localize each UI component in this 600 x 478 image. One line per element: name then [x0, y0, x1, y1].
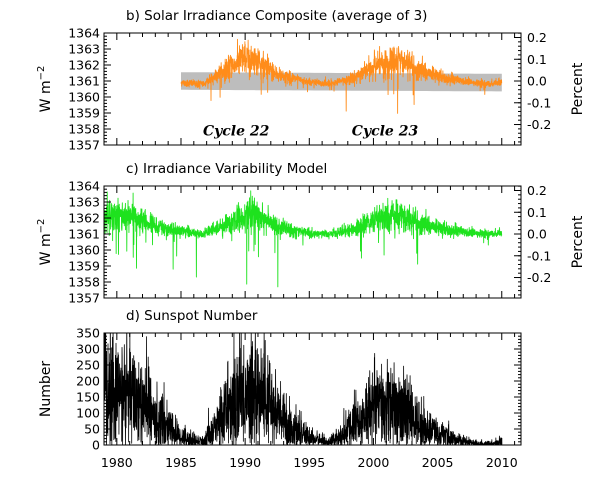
y2-tick-label: -0.2 — [527, 270, 551, 285]
y-tick-label: 1357 — [68, 138, 100, 153]
y-tick-label: 100 — [76, 406, 100, 421]
y-tick-label: 1358 — [68, 122, 100, 137]
series-composite — [180, 38, 503, 114]
y2-tick-label: 0.1 — [527, 205, 547, 220]
y-tick-label: 200 — [76, 374, 100, 389]
y-tick-label: 1363 — [68, 195, 100, 210]
y-tick-label: 0 — [92, 438, 100, 453]
cycle-annotation: Cycle 23 — [352, 123, 419, 139]
y-axis-label-exponent: −2 — [36, 219, 47, 234]
y-tick-label: 250 — [76, 358, 100, 373]
x-tick-label: 1985 — [165, 455, 197, 470]
y-tick-label: 1357 — [68, 291, 100, 306]
x-tick-label: 1995 — [293, 455, 325, 470]
x-tick-label: 1990 — [229, 455, 261, 470]
y-tick-label: 1364 — [68, 179, 100, 194]
y-tick-label: 150 — [76, 390, 100, 405]
y-tick-label: 1360 — [68, 243, 100, 258]
y-axis-label: W m−2 — [36, 219, 54, 266]
y-tick-label: 1362 — [68, 211, 100, 226]
y2-tick-label: -0.1 — [527, 95, 551, 110]
plot-frame — [103, 32, 522, 146]
plot-area — [180, 38, 503, 114]
plot-frame — [103, 332, 522, 446]
y-axis-label: W m−2 — [36, 66, 54, 113]
y2-tick-label: 0.0 — [527, 74, 547, 89]
y-tick-label: 1359 — [68, 106, 100, 121]
y-axis-label: Number — [38, 361, 54, 417]
y-tick-label: 300 — [76, 342, 100, 357]
panel-title: d) Sunspot Number — [126, 308, 258, 324]
y-tick-label: 1359 — [68, 259, 100, 274]
y2-axis-label: Percent — [570, 215, 586, 268]
x-tick-label: 2000 — [358, 455, 390, 470]
y-tick-label: 1360 — [68, 90, 100, 105]
panel-title: b) Solar Irradiance Composite (average o… — [126, 8, 427, 24]
panel-title: c) Irradiance Variability Model — [126, 161, 327, 177]
y-tick-label: 1362 — [68, 58, 100, 73]
y-tick-label: 1361 — [68, 227, 100, 242]
y2-tick-label: -0.2 — [527, 117, 551, 132]
y2-tick-label: 0.0 — [527, 227, 547, 242]
y-tick-label: 50 — [84, 422, 100, 437]
y2-tick-label: 0.2 — [527, 30, 547, 45]
plot-area — [104, 190, 503, 288]
y-tick-label: 1363 — [68, 42, 100, 57]
plot-frame — [103, 185, 522, 299]
x-tick-label: 2005 — [422, 455, 454, 470]
y2-tick-label: -0.1 — [527, 248, 551, 263]
y-axis-label-exponent: −2 — [36, 66, 47, 81]
plot-area — [104, 333, 503, 445]
x-tick-label: 1980 — [101, 455, 133, 470]
cycle-annotation: Cycle 22 — [203, 123, 270, 139]
y2-tick-label: 0.1 — [527, 52, 547, 67]
x-tick-label: 2010 — [486, 455, 518, 470]
y-tick-label: 1361 — [68, 74, 100, 89]
y-tick-label: 1358 — [68, 275, 100, 290]
series-sunspot-number — [104, 333, 503, 445]
y2-tick-label: 0.2 — [527, 183, 547, 198]
y2-axis-label: Percent — [570, 62, 586, 115]
y-tick-label: 350 — [76, 326, 100, 341]
y-tick-label: 1364 — [68, 26, 100, 41]
series-model — [104, 190, 503, 288]
